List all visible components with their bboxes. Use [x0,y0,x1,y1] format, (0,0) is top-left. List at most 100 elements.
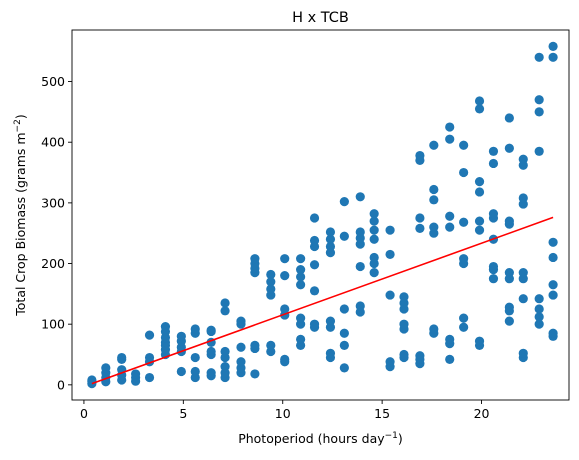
data-point [309,235,320,246]
data-point [429,222,439,232]
data-point [399,292,409,302]
data-point [474,336,485,346]
data-point [131,369,141,379]
data-point [339,363,349,373]
data-point [429,184,439,195]
y-tick-label: 500 [41,74,65,89]
data-point [445,354,455,364]
data-point [280,254,290,264]
data-point [325,234,336,244]
data-point [355,192,365,202]
data-point [474,187,485,197]
data-point [385,249,395,260]
data-point [325,316,336,326]
data-point [429,324,439,334]
data-point [548,280,558,290]
data-point [474,216,485,226]
data-point [339,197,349,207]
data-point [415,351,425,361]
y-axis-ticks: 0 100 200 300 400 500 [41,74,72,392]
data-point [445,134,455,144]
data-point [369,209,379,219]
data-point [325,241,336,252]
data-point [369,268,379,278]
data-point [144,352,155,363]
data-point [369,252,379,263]
data-point [504,113,514,123]
data-point [534,312,544,322]
data-point [504,316,514,326]
x-axis-label-sup: −1 [385,431,398,441]
y-tick-label: 100 [41,317,65,332]
data-point [280,304,290,314]
data-point [429,195,439,205]
data-point [399,319,409,329]
scatter-points [87,41,558,389]
data-point [548,252,558,263]
data-point [190,324,200,334]
data-point [488,209,499,219]
data-point [220,306,230,316]
data-point [250,340,260,351]
data-point [459,254,469,264]
data-point [504,268,514,278]
data-point [144,330,155,340]
data-point [474,225,485,235]
data-point [355,227,365,237]
y-tick-label: 200 [41,256,65,271]
data-point [176,366,186,377]
data-point [236,357,246,367]
data-point [504,302,514,312]
data-point [459,140,469,150]
data-point [445,222,455,232]
data-point [190,352,200,363]
chart-title: H x TCB [292,10,349,26]
x-axis-label-text: Photoperiod (hours day [238,431,385,446]
x-tick-label: 15 [374,406,390,421]
data-point [339,304,349,314]
data-point [415,213,425,223]
y-tick-label: 300 [41,195,65,210]
data-point [459,167,469,178]
fit-line-group [91,216,554,385]
data-point [144,372,155,383]
data-point [266,269,276,280]
data-point [399,349,409,360]
data-point [504,143,514,153]
data-point [548,290,558,300]
x-axis-label: Photoperiod (hours day−1) [238,431,403,446]
data-point [518,154,528,164]
data-point [250,369,260,379]
y-axis-label-text: Total Crop Biomass (grams m [13,132,28,316]
data-point [220,346,230,357]
data-point [459,313,469,323]
data-point [534,304,544,314]
x-tick-label: 10 [275,406,291,421]
data-point [534,294,544,304]
y-axis-label: Total Crop Biomass (grams m−2) [13,114,28,316]
data-point [220,298,230,308]
data-point [488,158,499,169]
y-axis-label-sup: −2 [13,119,23,132]
data-point [534,107,544,117]
x-tick-label: 0 [80,406,88,421]
data-point [445,122,455,132]
fit-line [91,216,554,385]
data-point [206,346,216,357]
data-point [369,216,379,226]
data-point [296,254,306,264]
data-point [309,286,320,296]
data-point [488,146,499,156]
data-point [176,331,186,341]
data-point [429,140,439,150]
data-point [309,213,320,223]
data-point [296,313,306,323]
data-point [534,52,544,62]
data-point [355,261,365,272]
x-tick-label: 5 [179,406,187,421]
data-point [101,363,111,373]
data-point [250,254,260,264]
data-point [369,234,379,244]
data-point [445,211,455,221]
data-point [548,237,558,247]
